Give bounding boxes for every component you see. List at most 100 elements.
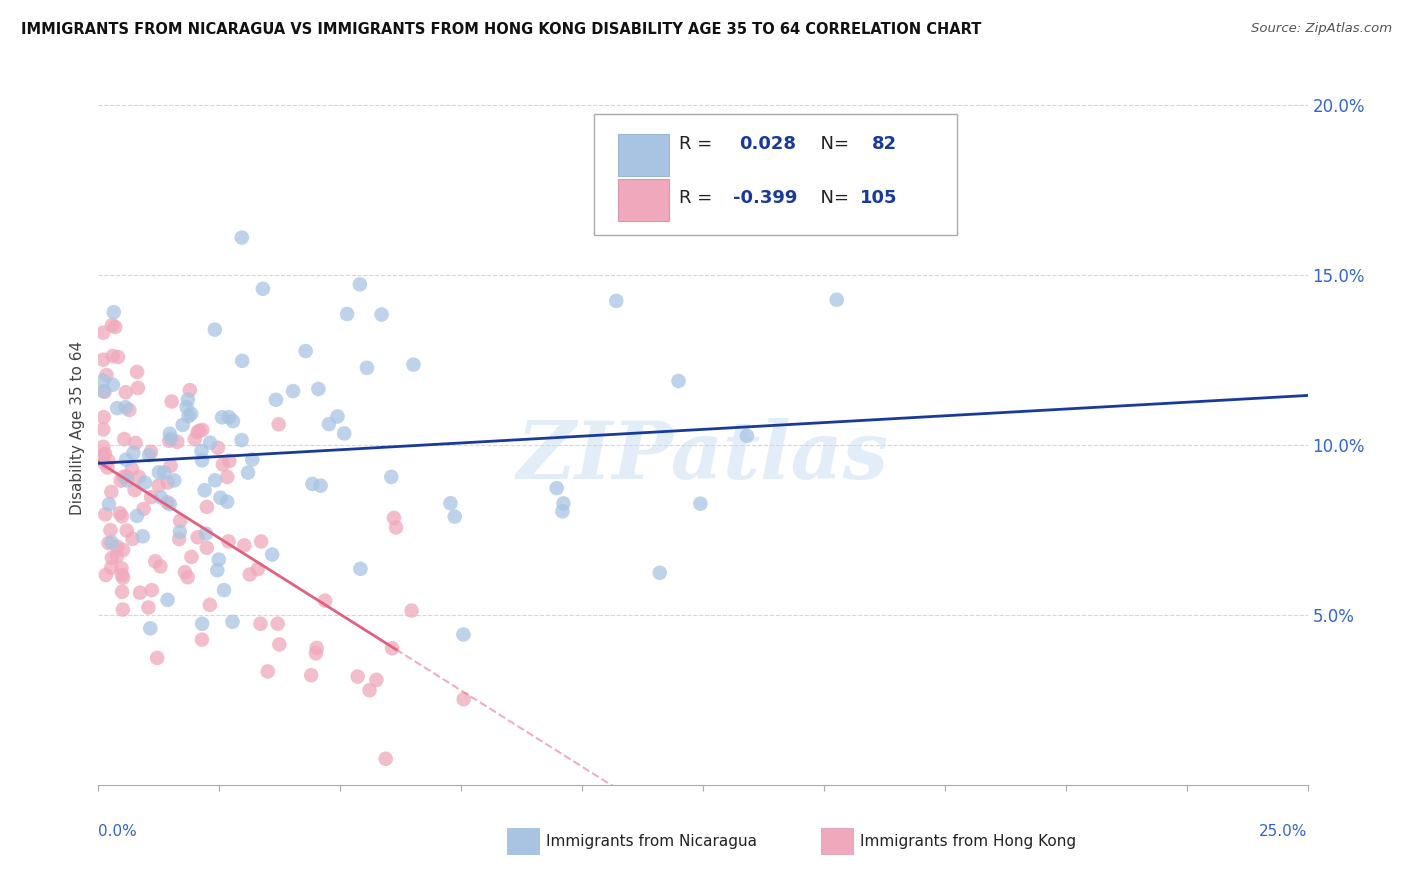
Point (160, 394, 183, 409)
Point (91, 352, 114, 367)
Point (167, 532, 190, 546)
Point (177, 392, 200, 407)
Point (195, 541, 218, 555)
Point (211, 410, 233, 425)
Point (305, 640, 328, 655)
Point (124, 483, 146, 497)
Point (267, 417, 290, 432)
Point (94, 447, 117, 461)
Point (101, 550, 124, 565)
Point (148, 465, 170, 479)
Point (105, 540, 128, 554)
Point (370, 308, 392, 322)
Point (380, 470, 402, 484)
Point (105, 401, 128, 416)
Point (91, 440, 114, 454)
Text: 25.0%: 25.0% (1260, 824, 1308, 839)
Point (98, 497, 121, 511)
Point (187, 530, 209, 544)
Point (198, 598, 221, 612)
Point (125, 508, 148, 523)
Point (222, 414, 245, 428)
Point (132, 501, 155, 516)
Point (231, 353, 253, 368)
Point (112, 469, 135, 483)
Point (349, 277, 371, 292)
Point (735, 429, 758, 443)
Point (97, 536, 120, 550)
Point (374, 752, 396, 766)
Point (125, 365, 148, 379)
Point (546, 481, 568, 495)
Point (689, 497, 711, 511)
Point (103, 305, 125, 319)
Point (156, 475, 179, 490)
Text: 0.028: 0.028 (740, 136, 796, 153)
Point (204, 323, 226, 337)
Point (100, 523, 122, 537)
Point (100, 484, 122, 499)
FancyBboxPatch shape (595, 114, 957, 235)
Point (134, 475, 156, 490)
Point (269, 637, 291, 651)
Point (101, 377, 124, 392)
Point (218, 410, 240, 425)
FancyBboxPatch shape (619, 179, 669, 221)
Point (256, 665, 278, 679)
Point (207, 441, 229, 455)
Point (114, 385, 136, 400)
Point (231, 433, 253, 447)
Point (101, 318, 124, 332)
Point (187, 425, 209, 440)
Point (209, 491, 232, 505)
Point (159, 458, 181, 473)
Point (359, 683, 381, 698)
Point (108, 506, 131, 520)
Point (825, 293, 848, 307)
Point (94, 568, 117, 582)
Point (100, 535, 122, 549)
Point (112, 432, 135, 446)
Point (169, 514, 191, 528)
Point (93, 456, 115, 470)
Point (249, 616, 271, 631)
Y-axis label: Disability Age 35 to 64: Disability Age 35 to 64 (70, 341, 86, 516)
Point (129, 585, 152, 599)
Point (139, 490, 162, 504)
Point (212, 458, 235, 472)
Point (246, 562, 269, 576)
Point (294, 344, 316, 359)
Point (96, 368, 118, 383)
FancyBboxPatch shape (619, 134, 669, 177)
Point (180, 549, 202, 564)
Point (115, 524, 138, 538)
Point (177, 570, 200, 584)
Point (326, 409, 349, 424)
Point (118, 403, 141, 417)
Point (115, 469, 138, 483)
Point (179, 383, 201, 397)
Point (128, 470, 150, 484)
Point (299, 668, 322, 682)
Point (149, 491, 172, 505)
Point (110, 561, 132, 575)
Point (336, 307, 359, 321)
Point (402, 358, 425, 372)
Point (139, 444, 162, 458)
Point (177, 409, 200, 424)
Point (648, 566, 671, 580)
Point (122, 446, 145, 460)
Point (207, 563, 229, 577)
Point (309, 478, 332, 492)
Point (96, 460, 118, 475)
Point (551, 504, 574, 518)
Point (148, 478, 170, 492)
Point (385, 520, 408, 534)
Point (184, 432, 207, 446)
Text: Immigrants from Nicaragua: Immigrants from Nicaragua (546, 834, 756, 849)
Point (159, 426, 181, 441)
Point (208, 552, 231, 566)
Point (217, 470, 239, 484)
Point (605, 293, 627, 308)
Point (381, 641, 404, 656)
